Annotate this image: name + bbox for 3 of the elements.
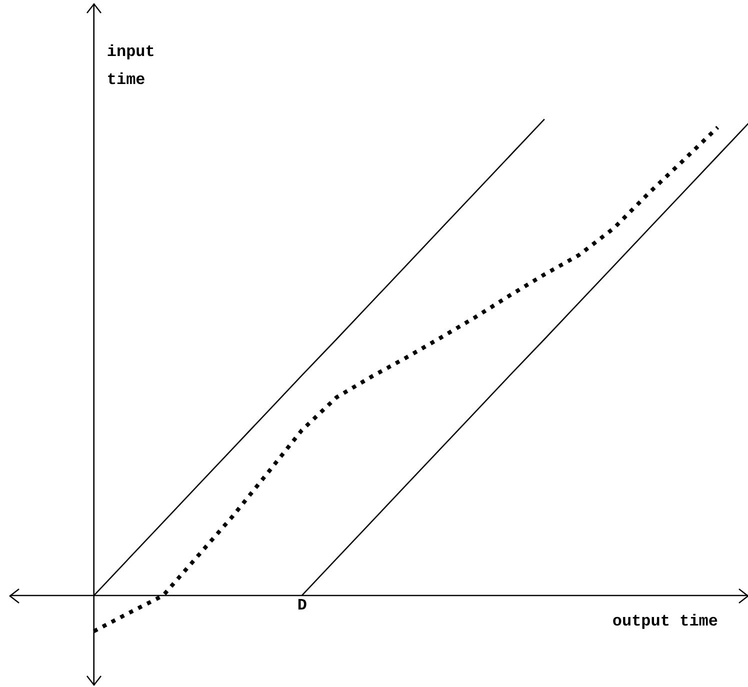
annotation: D: [297, 596, 307, 615]
x-axis-title: output time: [612, 612, 718, 631]
y-axis-title: input time: [106, 43, 155, 90]
